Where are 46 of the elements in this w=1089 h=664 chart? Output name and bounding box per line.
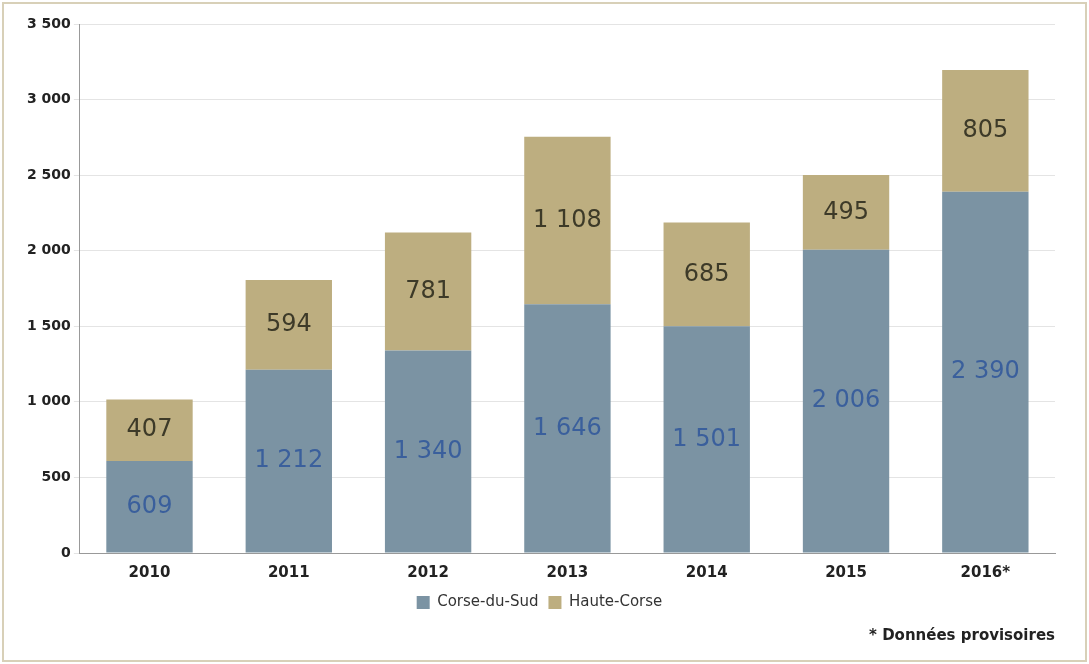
- x-tick-label: 2016*: [960, 562, 1011, 581]
- data-label: 609: [126, 490, 173, 519]
- x-tick-label: 2013: [546, 562, 589, 581]
- bar: [245, 369, 332, 553]
- data-label: 2 390: [950, 356, 1020, 385]
- data-label: 1 108: [533, 204, 602, 233]
- y-tick-label: 3 500: [27, 14, 72, 31]
- data-label: 805: [962, 115, 1009, 144]
- legend-label: Corse-du-Sud: [437, 592, 539, 611]
- bar: [106, 399, 193, 461]
- y-tick-label: 1 000: [27, 392, 72, 409]
- y-tick-label: 2 500: [27, 165, 72, 182]
- x-tick-label: 2011: [267, 562, 310, 581]
- y-tick-label: 0: [61, 543, 72, 560]
- y-tick-label: 500: [41, 468, 72, 485]
- bar: [802, 249, 890, 553]
- bar: [245, 280, 332, 370]
- bar: [942, 70, 1029, 192]
- x-tick-label: 2010: [128, 562, 171, 581]
- bar: [802, 174, 890, 250]
- bar: [663, 222, 750, 327]
- bar: [106, 460, 193, 553]
- bar: [524, 304, 611, 553]
- data-label: 1 340: [393, 435, 463, 464]
- x-tick-label: 2014: [685, 562, 728, 581]
- bar: [942, 191, 1029, 553]
- y-tick-label: 1 500: [27, 316, 72, 333]
- data-label: 2 006: [811, 385, 881, 414]
- bar: [663, 326, 750, 553]
- data-label: 594: [265, 309, 312, 338]
- bar: [384, 350, 472, 553]
- data-label: 1 212: [254, 445, 324, 474]
- data-label: 495: [823, 196, 869, 225]
- bar: [384, 232, 472, 351]
- y-tick-label: 3 000: [27, 90, 72, 107]
- y-tick-label: 2 000: [27, 241, 72, 258]
- x-tick-label: 2015: [825, 562, 867, 581]
- data-label: 407: [126, 414, 173, 443]
- legend-label: Haute-Corse: [568, 592, 663, 611]
- data-label: 781: [405, 275, 452, 304]
- data-label: 1 501: [672, 423, 742, 452]
- data-label: 1 646: [533, 412, 602, 441]
- data-label: 685: [683, 258, 730, 287]
- text: * Données provisoires: [869, 625, 1056, 644]
- bar: [524, 136, 611, 305]
- x-tick-label: 2012: [407, 562, 449, 581]
